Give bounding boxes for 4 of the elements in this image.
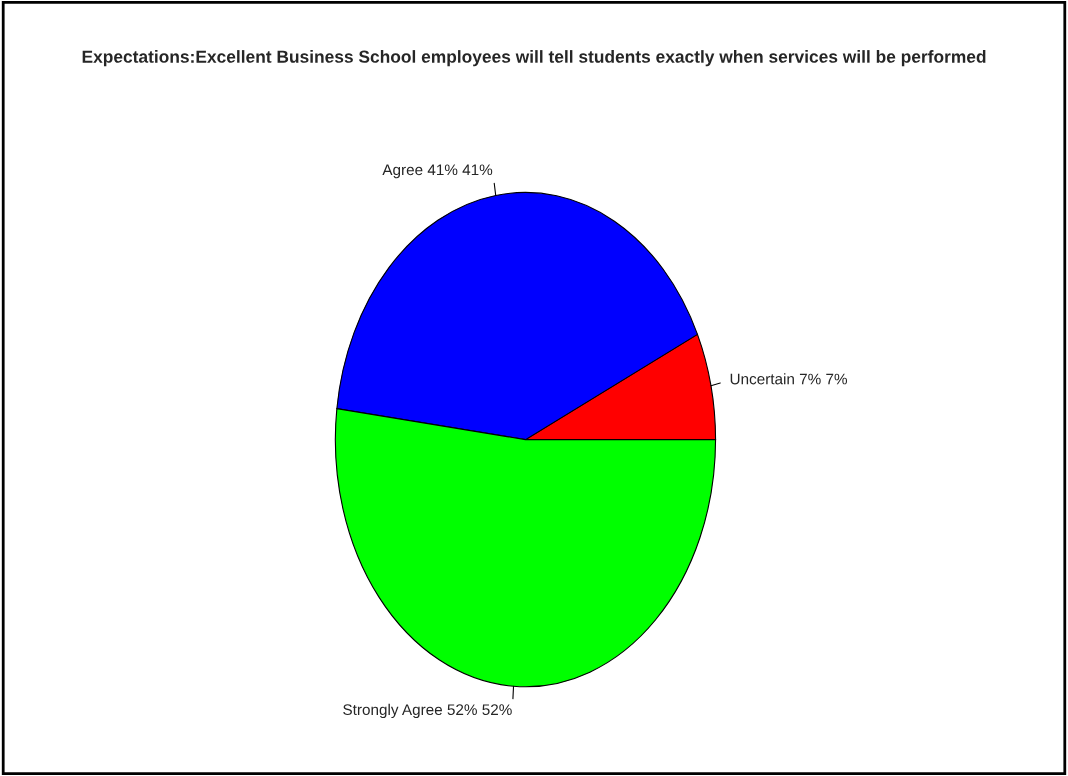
slice-label: Strongly Agree 52% 52% (343, 703, 512, 719)
slice-label: Uncertain 7% 7% (730, 373, 848, 385)
chart-title: Expectations:Excellent Business School employees will tell students exactly when services will be performed (82, 50, 986, 67)
slice-label: Agree 41% 41% (382, 164, 493, 179)
